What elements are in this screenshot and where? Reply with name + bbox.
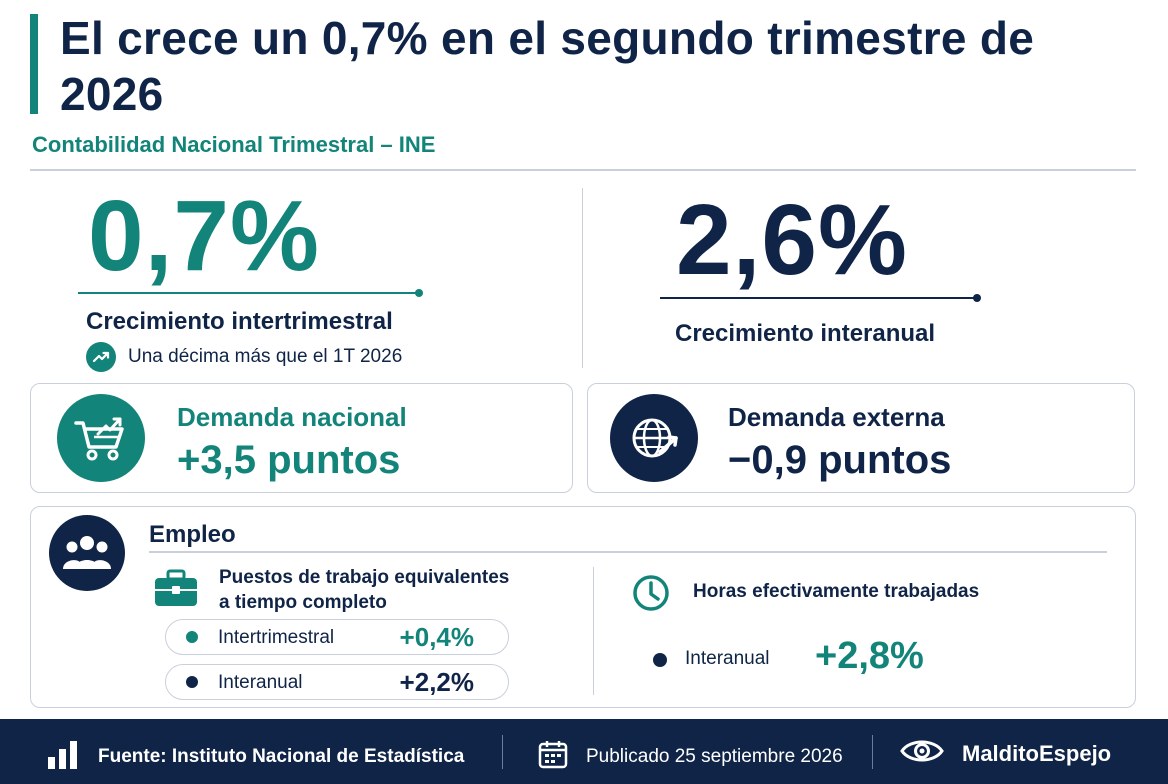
empleo-title: Empleo [149, 521, 236, 548]
demanda-nacional-title: Demanda nacional [177, 402, 407, 432]
trend-up-icon [86, 342, 116, 372]
demanda-externa-title: Demanda externa [728, 402, 945, 432]
title-accent-bar [30, 14, 38, 114]
empleo-card: Empleo Puestos de trabajo equivalentes a… [30, 506, 1136, 708]
shopping-cart-icon [57, 394, 145, 482]
footer-source-text: Fuente: Instituto Nacional de Estadístic… [98, 746, 465, 767]
puestos-label-line1: Puestos de trabajo equivalentes [219, 567, 510, 588]
interanual-value: 2,6% [676, 184, 908, 296]
demanda-externa-card: Demanda externa −0,9 puntos [587, 383, 1135, 493]
footer-published-text: Publicado 25 septiembre 2026 [586, 746, 843, 767]
puestos-label-line2: a tiempo completo [219, 592, 387, 613]
stats-divider [582, 188, 583, 368]
globe-icon [610, 394, 698, 482]
footer-brand-text: MalditoEspejo [962, 741, 1112, 766]
footer-separator [502, 735, 503, 769]
demanda-externa-value: −0,9 puntos [728, 438, 952, 482]
puestos-row-value: +0,4% [399, 622, 474, 652]
intertrimestral-value: 0,7% [88, 180, 320, 292]
intertrimestral-label: Crecimiento intertrimestral [86, 308, 393, 335]
intertrimestral-note-text: Una décima más que el 1T 2026 [128, 346, 403, 367]
header-divider [30, 169, 1136, 171]
intertrimestral-underline [78, 289, 423, 297]
calendar-icon [538, 739, 568, 775]
eye-icon [900, 737, 944, 771]
puestos-row-interanual: Interanual +2,2% [165, 664, 509, 700]
puestos-label: Puestos de trabajo equivalentes a tiempo… [219, 565, 559, 615]
intertrimestral-note: Una décima más que el 1T 2026 [86, 342, 402, 372]
people-icon [49, 515, 125, 591]
interanual-label: Crecimiento interanual [675, 320, 936, 347]
footer-source: Fuente: Instituto Nacional de Estadístic… [46, 739, 464, 775]
empleo-vertical-divider [593, 567, 594, 695]
empleo-divider [149, 551, 1107, 553]
horas-row-value: +2,8% [815, 635, 924, 677]
footer-separator [872, 735, 873, 769]
teal-dot-icon [186, 631, 198, 643]
footer: Fuente: Instituto Nacional de Estadístic… [0, 719, 1168, 784]
briefcase-icon [153, 569, 199, 614]
horas-row-label: Interanual [685, 648, 770, 669]
footer-brand: MalditoEspejo [900, 737, 1111, 771]
demanda-nacional-card: Demanda nacional +3,5 puntos [30, 383, 573, 493]
interanual-underline [660, 294, 981, 302]
puestos-row-intertrimestral: Intertrimestral +0,4% [165, 619, 509, 655]
clock-icon [631, 573, 671, 618]
navy-dot-icon [186, 676, 198, 688]
navy-dot-icon [653, 653, 667, 667]
demanda-nacional-value: +3,5 puntos [177, 438, 401, 482]
puestos-row-label: Interanual [218, 672, 303, 693]
puestos-row-label: Intertrimestral [218, 627, 335, 648]
page-subtitle: Contabilidad Nacional Trimestral – INE [32, 132, 436, 157]
puestos-row-value: +2,2% [399, 667, 474, 697]
bar-chart-icon [46, 739, 80, 775]
page-title: El crece un 0,7% en el segundo trimestre… [60, 12, 1035, 120]
footer-published: Publicado 25 septiembre 2026 [538, 739, 843, 775]
horas-label: Horas efectivamente trabajadas [693, 581, 980, 602]
